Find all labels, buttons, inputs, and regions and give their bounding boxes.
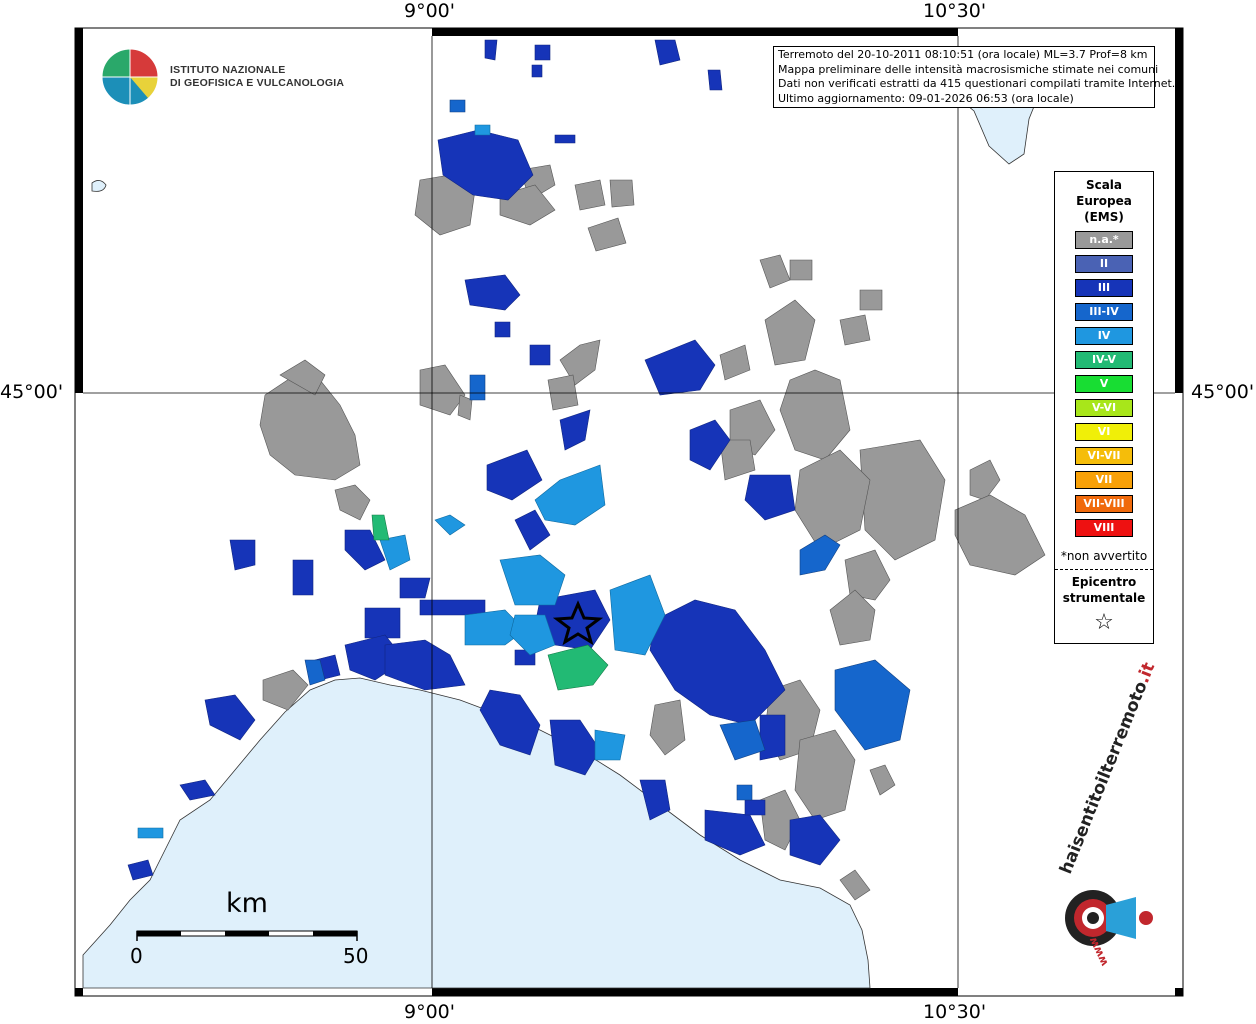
legend-swatch: VI-VII [1075, 447, 1133, 465]
legend-swatch: VII-VIII [1075, 495, 1133, 513]
frame-right-band-top [1175, 28, 1183, 393]
legend-not-felt-note: *non avvertito [1060, 549, 1148, 563]
logo-line-2: DI GEOFISICA E VULCANOLOGIA [170, 77, 345, 89]
legend-epicenter-line-1: Epicentro [1071, 575, 1137, 589]
legend-swatches: n.a.* II III III-IV IV IV-V V V-VI VI VI-VII VII VI… [1055, 231, 1153, 537]
legend-star-icon: ☆ [1094, 610, 1114, 635]
legend-swatch: V [1075, 375, 1133, 393]
legend-swatch: III [1075, 279, 1133, 297]
legend-swatch: IV-V [1075, 351, 1133, 369]
lon-label-bottom-9: 9°00' [404, 1001, 455, 1023]
legend-swatch: III-IV [1075, 303, 1133, 321]
lake-left [91, 180, 107, 192]
legend-title-line-3: (EMS) [1084, 210, 1124, 224]
info-line-2: Mappa preliminare delle intensità macros… [778, 62, 1159, 76]
legend-title-line-2: Europea [1076, 194, 1132, 208]
info-line-3: Dati non verificati estratti da 415 ques… [778, 77, 1176, 90]
legend-title: Scala Europea (EMS) [1055, 177, 1153, 225]
ingv-logo-text: ISTITUTO NAZIONALE DI GEOFISICA E VULCAN… [170, 64, 344, 90]
lon-label-top-9: 9°00' [404, 0, 455, 22]
lon-label-top-10-30: 10°30' [923, 0, 987, 22]
lat-label-right: 45°00' [1191, 381, 1255, 403]
intensity-legend: Scala Europea (EMS) n.a.* II III III-IV IV IV… [1054, 171, 1154, 644]
legend-swatch: VI [1075, 423, 1133, 441]
frame-bottom-band [432, 988, 958, 996]
scale-start: 0 [130, 944, 143, 968]
frame-left-band-top [75, 28, 83, 393]
scale-end: 50 [343, 944, 369, 968]
legend-epicenter-label: Epicentro strumentale [1055, 574, 1153, 606]
legend-epicenter-line-2: strumentale [1062, 591, 1146, 605]
ingv-logo-icon [101, 48, 159, 106]
frame-top-band [432, 28, 958, 36]
logo-line-1: ISTITUTO NAZIONALE [170, 64, 286, 76]
legend-swatch: V-VI [1075, 399, 1133, 417]
info-line-1: Terremoto del 20-10-2011 08:10:51 (ora l… [778, 48, 1148, 61]
legend-swatch: n.a.* [1075, 231, 1133, 249]
legend-swatch: VIII [1075, 519, 1133, 537]
legend-swatch: VII [1075, 471, 1133, 489]
ligurian-sea [82, 677, 871, 989]
legend-separator [1055, 569, 1153, 570]
scale-unit: km [226, 888, 268, 919]
lon-label-bottom-10-30: 10°30' [923, 1001, 987, 1023]
epicenter-star [552, 600, 604, 646]
lat-label-left: 45°00' [0, 381, 64, 403]
legend-title-line-1: Scala [1085, 178, 1123, 192]
legend-swatch: II [1075, 255, 1133, 273]
info-line-4: Ultimo aggiornamento: 09-01-2026 06:53 (… [778, 91, 1074, 105]
event-info-box: Terremoto del 20-10-2011 08:10:51 (ora l… [773, 46, 1176, 108]
scale-bar [136, 930, 358, 941]
legend-swatch: IV [1075, 327, 1133, 345]
